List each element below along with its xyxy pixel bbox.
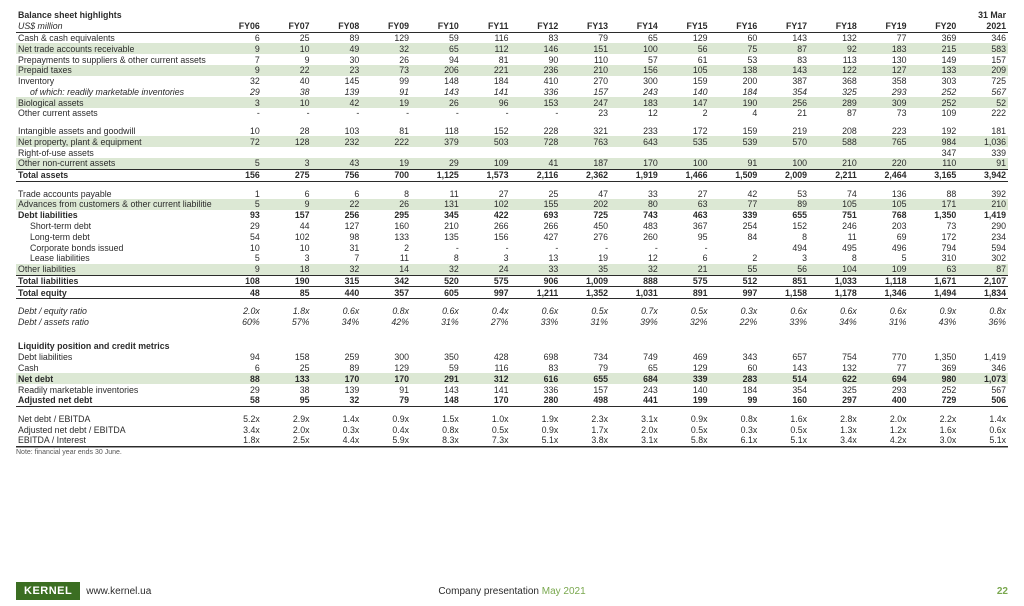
table-row: Lease liabilities53711831319126238531030… (16, 253, 1008, 264)
col-FY16: FY16 (710, 21, 760, 32)
row-label: Prepaid taxes (16, 65, 212, 76)
table-row: Prepaid taxes922237320622123621015610513… (16, 65, 1008, 76)
table-row: Adjusted net debt / EBITDA3.4x2.0x0.3x0.… (16, 424, 1008, 435)
col-FY18: FY18 (809, 21, 859, 32)
col-FY07: FY07 (262, 21, 312, 32)
table-row: Total equity48854403576059971,2111,3521,… (16, 287, 1008, 299)
table-row: Short-term debt2944127160210266266450483… (16, 221, 1008, 232)
table-row: Corporate bonds issued1010312------49449… (16, 242, 1008, 253)
row-label: Short-term debt (16, 221, 212, 232)
table-row: Cash625891295911683796512960143132773693… (16, 363, 1008, 374)
row-label: Corporate bonds issued (16, 242, 212, 253)
table-row: Debt liabilities931572562953454226937257… (16, 210, 1008, 221)
page-number: 22 (997, 586, 1008, 597)
table-row: of which: readily marketable inventories… (16, 86, 1008, 97)
row-label: Adjusted net debt (16, 395, 212, 406)
table-row: Inventory3240145991481844102703001592003… (16, 76, 1008, 87)
table-row: Net debt88133170170291312616655684339283… (16, 373, 1008, 384)
table-row: Adjusted net debt58953279148170280498441… (16, 395, 1008, 406)
row-label: Net trade accounts receivable (16, 43, 212, 54)
last-col-header-1: 31 Mar (958, 10, 1008, 21)
row-label: Total equity (16, 287, 212, 299)
row-label: Debt liabilities (16, 210, 212, 221)
col-FY20: FY20 (909, 21, 959, 32)
col-FY09: FY09 (361, 21, 411, 32)
row-label: Advances from customers & other current … (16, 199, 212, 210)
col-FY06: FY06 (212, 21, 262, 32)
table-row: Intangible assets and goodwill1028103811… (16, 126, 1008, 137)
table-row: Total liabilities1081903153425205759061,… (16, 275, 1008, 287)
table-subtitle: US$ million (16, 21, 212, 32)
col-FY08: FY08 (312, 21, 362, 32)
row-label: Other non-current assets (16, 158, 212, 169)
table-row: Other liabilities91832143224333532215556… (16, 264, 1008, 275)
col-FY15: FY15 (660, 21, 710, 32)
row-label: Lease liabilities (16, 253, 212, 264)
row-label: of which: readily marketable inventories (16, 86, 212, 97)
row-label: Net property, plant & equipment (16, 136, 212, 147)
col-FY10: FY10 (411, 21, 461, 32)
table-row: Right-of-use assets347339 (16, 147, 1008, 158)
row-label: Net debt / EBITDA (16, 413, 212, 424)
row-label: Biological assets (16, 97, 212, 108)
table-row: Net debt / EBITDA5.2x2.9x1.4x0.9x1.5x1.0… (16, 413, 1008, 424)
col-FY19: FY19 (859, 21, 909, 32)
row-label: EBITDA / Interest (16, 435, 212, 446)
row-label: Debt liabilities (16, 352, 212, 363)
row-label: Intangible assets and goodwill (16, 126, 212, 137)
table-row: Trade accounts payable166811272547332742… (16, 188, 1008, 199)
row-label: Inventory (16, 76, 212, 87)
table-row: EBITDA / Interest1.8x2.5x4.4x5.9x8.3x7.3… (16, 435, 1008, 446)
table-row: Biological assets31042192696153247183147… (16, 97, 1008, 108)
table-row: Other non-current assets5343192910941187… (16, 158, 1008, 169)
row-label: Debt / equity ratio (16, 306, 212, 317)
row-label: Right-of-use assets (16, 147, 212, 158)
col-FY13: FY13 (560, 21, 610, 32)
footer-date: May 2021 (542, 586, 586, 597)
last-col-header-2: 2021 (958, 21, 1008, 32)
row-label: Cash & cash equivalents (16, 32, 212, 43)
col-FY14: FY14 (610, 21, 660, 32)
row-label: Net debt (16, 373, 212, 384)
row-label: Adjusted net debt / EBITDA (16, 424, 212, 435)
row-label: Trade accounts payable (16, 188, 212, 199)
row-label: Debt / assets ratio (16, 317, 212, 328)
table-row: Total assets1562757567001,1251,5732,1162… (16, 169, 1008, 181)
row-label: Total assets (16, 169, 212, 181)
table-title: Balance sheet highlights (16, 10, 212, 21)
row-label: Other liabilities (16, 264, 212, 275)
footer-url: www.kernel.ua (86, 586, 151, 597)
table-row: Long-term debt54102981331351564272762609… (16, 231, 1008, 242)
row-label: Prepayments to suppliers & other current… (16, 54, 212, 65)
row-label: Cash (16, 363, 212, 374)
table-row: Net property, plant & equipment721282322… (16, 136, 1008, 147)
table-row: Advances from customers & other current … (16, 199, 1008, 210)
table-row: Debt / equity ratio2.0x1.8x0.6x0.8x0.6x0… (16, 306, 1008, 317)
table-row: Prepayments to suppliers & other current… (16, 54, 1008, 65)
balance-sheet-table: Balance sheet highlights 31 Mar US$ millio… (16, 10, 1008, 447)
table-row: Net trade accounts receivable91049326511… (16, 43, 1008, 54)
table-row: Other current assets-------2312242187731… (16, 108, 1008, 119)
table-row: Debt / assets ratio60%57%34%42%31%27%33%… (16, 317, 1008, 328)
table-row: Debt liabilities941582593003504286987347… (16, 352, 1008, 363)
col-FY11: FY11 (461, 21, 511, 32)
row-label: Liquidity position and credit metrics (16, 341, 212, 352)
brand-logo: KERNEL (16, 582, 80, 600)
row-label: Long-term debt (16, 231, 212, 242)
row-label: Readily marketable inventories (16, 384, 212, 395)
page-footer: KERNEL www.kernel.ua Company presentatio… (16, 582, 1008, 600)
footnote: Note: financial year ends 30 June. (16, 447, 1008, 456)
row-label: Other current assets (16, 108, 212, 119)
col-FY12: FY12 (511, 21, 561, 32)
footer-center-text: Company presentation (438, 586, 539, 597)
table-row: Liquidity position and credit metrics (16, 341, 1008, 352)
row-label: Total liabilities (16, 275, 212, 287)
table-row: Cash & cash equivalents62589129591168379… (16, 32, 1008, 43)
col-FY17: FY17 (759, 21, 809, 32)
table-row: Readily marketable inventories2938139911… (16, 384, 1008, 395)
